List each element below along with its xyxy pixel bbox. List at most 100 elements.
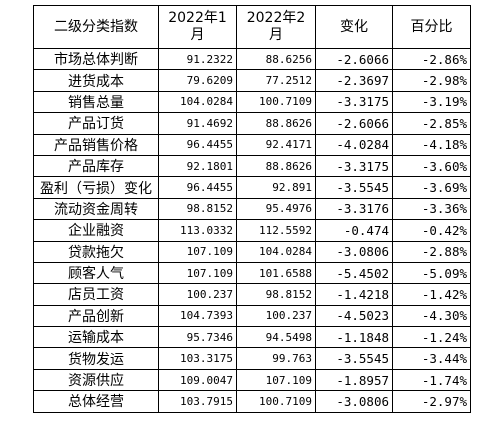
value-cell: 109.0047 xyxy=(158,368,237,392)
value-cell: -5.4502 xyxy=(315,261,393,285)
table-row: 产品创新 104.7393 100.237 -4.5023 -4.30% xyxy=(33,304,471,328)
value-cell: -1.74% xyxy=(392,368,471,392)
value-cell: 91.2322 xyxy=(158,47,237,71)
table-row: 顾客人气 107.109 101.6588 -5.4502 -5.09% xyxy=(33,261,471,285)
value-cell: -0.474 xyxy=(315,219,393,242)
value-cell: 92.891 xyxy=(236,176,316,199)
value-cell: -1.24% xyxy=(392,326,471,349)
table-row: 运输成本 95.7346 94.5498 -1.1848 -1.24% xyxy=(33,326,471,349)
value-cell: -4.0284 xyxy=(315,133,393,156)
category-cell: 产品库存 xyxy=(33,154,159,178)
category-cell: 贷款拖欠 xyxy=(33,240,159,263)
value-cell: -3.60% xyxy=(392,154,471,178)
value-cell: 100.7109 xyxy=(236,390,316,413)
value-cell: 112.5592 xyxy=(236,219,316,242)
value-cell: 100.237 xyxy=(236,304,316,328)
value-cell: -2.88% xyxy=(392,240,471,263)
value-cell: -1.8957 xyxy=(315,368,393,392)
value-cell: 95.7346 xyxy=(158,326,237,349)
category-cell: 市场总体判断 xyxy=(33,47,159,71)
value-cell: -1.42% xyxy=(392,283,471,306)
value-cell: 92.1801 xyxy=(158,154,237,178)
value-cell: 100.237 xyxy=(158,283,237,306)
value-cell: 103.3175 xyxy=(158,347,237,370)
category-cell: 企业融资 xyxy=(33,219,159,242)
value-cell: 98.8152 xyxy=(158,197,237,221)
value-cell: 94.5498 xyxy=(236,326,316,349)
value-cell: 96.4455 xyxy=(158,133,237,156)
value-cell: -5.09% xyxy=(392,261,471,285)
category-cell: 运输成本 xyxy=(33,326,159,349)
value-cell: -3.3176 xyxy=(315,197,393,221)
table-body: 市场总体判断 91.2322 88.6256 -2.6066 -2.86% 进货成本 79.… xyxy=(33,47,471,413)
table-row: 市场总体判断 91.2322 88.6256 -2.6066 -2.86% xyxy=(33,47,471,71)
value-cell: 96.4455 xyxy=(158,176,237,199)
category-cell: 总体经营 xyxy=(33,390,159,413)
category-cell: 产品订货 xyxy=(33,112,159,135)
header-cell: 2022年1月 xyxy=(158,5,237,49)
value-cell: -3.19% xyxy=(392,90,471,114)
value-cell: 88.6256 xyxy=(236,47,316,71)
value-cell: -3.44% xyxy=(392,347,471,370)
value-cell: -1.4218 xyxy=(315,283,393,306)
value-cell: 91.4692 xyxy=(158,112,237,135)
table-row: 货物发运 103.3175 99.763 -3.5545 -3.44% xyxy=(33,347,471,370)
value-cell: -2.98% xyxy=(392,69,471,92)
value-cell: 107.109 xyxy=(158,261,237,285)
value-cell: -3.3175 xyxy=(315,90,393,114)
table-row: 盈利（亏损）变化 96.4455 92.891 -3.5545 -3.69% xyxy=(33,176,471,199)
value-cell: -2.86% xyxy=(392,47,471,71)
table-row: 产品库存 92.1801 88.8626 -3.3175 -3.60% xyxy=(33,154,471,178)
value-cell: 104.0284 xyxy=(236,240,316,263)
table-row: 进货成本 79.6209 77.2512 -2.3697 -2.98% xyxy=(33,69,471,92)
header-row: 二级分类指数 2022年1月 2022年2月 变化 百分比 xyxy=(33,5,471,49)
category-cell: 顾客人气 xyxy=(33,261,159,285)
value-cell: -3.0806 xyxy=(315,240,393,263)
value-cell: -2.97% xyxy=(392,390,471,413)
category-cell: 盈利（亏损）变化 xyxy=(33,176,159,199)
value-cell: -2.85% xyxy=(392,112,471,135)
category-cell: 产品销售价格 xyxy=(33,133,159,156)
table-row: 总体经营 103.7915 100.7109 -3.0806 -2.97% xyxy=(33,390,471,413)
header-cell: 百分比 xyxy=(392,5,471,49)
value-cell: -2.6066 xyxy=(315,112,393,135)
category-cell: 店员工资 xyxy=(33,283,159,306)
category-cell: 进货成本 xyxy=(33,69,159,92)
value-cell: -2.6066 xyxy=(315,47,393,71)
value-cell: -3.69% xyxy=(392,176,471,199)
value-cell: 113.0332 xyxy=(158,219,237,242)
value-cell: 101.6588 xyxy=(236,261,316,285)
value-cell: -4.30% xyxy=(392,304,471,328)
table-row: 产品销售价格 96.4455 92.4171 -4.0284 -4.18% xyxy=(33,133,471,156)
header-cell: 二级分类指数 xyxy=(33,5,159,49)
value-cell: 107.109 xyxy=(158,240,237,263)
header-cell: 2022年2月 xyxy=(236,5,316,49)
value-cell: 92.4171 xyxy=(236,133,316,156)
value-cell: 107.109 xyxy=(236,368,316,392)
value-cell: -3.5545 xyxy=(315,347,393,370)
value-cell: -0.42% xyxy=(392,219,471,242)
table-row: 贷款拖欠 107.109 104.0284 -3.0806 -2.88% xyxy=(33,240,471,263)
table-row: 流动资金周转 98.8152 95.4976 -3.3176 -3.36% xyxy=(33,197,471,221)
value-cell: 77.2512 xyxy=(236,69,316,92)
value-cell: -3.3175 xyxy=(315,154,393,178)
category-cell: 资源供应 xyxy=(33,368,159,392)
value-cell: 95.4976 xyxy=(236,197,316,221)
category-cell: 产品创新 xyxy=(33,304,159,328)
value-cell: 104.0284 xyxy=(158,90,237,114)
value-cell: -4.5023 xyxy=(315,304,393,328)
table-row: 销售总量 104.0284 100.7109 -3.3175 -3.19% xyxy=(33,90,471,114)
value-cell: 88.8626 xyxy=(236,112,316,135)
value-cell: 100.7109 xyxy=(236,90,316,114)
category-cell: 货物发运 xyxy=(33,347,159,370)
value-cell: -3.5545 xyxy=(315,176,393,199)
value-cell: 98.8152 xyxy=(236,283,316,306)
value-cell: 103.7915 xyxy=(158,390,237,413)
value-cell: -1.1848 xyxy=(315,326,393,349)
category-cell: 流动资金周转 xyxy=(33,197,159,221)
value-cell: -2.3697 xyxy=(315,69,393,92)
category-cell: 销售总量 xyxy=(33,90,159,114)
value-cell: -3.0806 xyxy=(315,390,393,413)
table-row: 资源供应 109.0047 107.109 -1.8957 -1.74% xyxy=(33,368,471,392)
